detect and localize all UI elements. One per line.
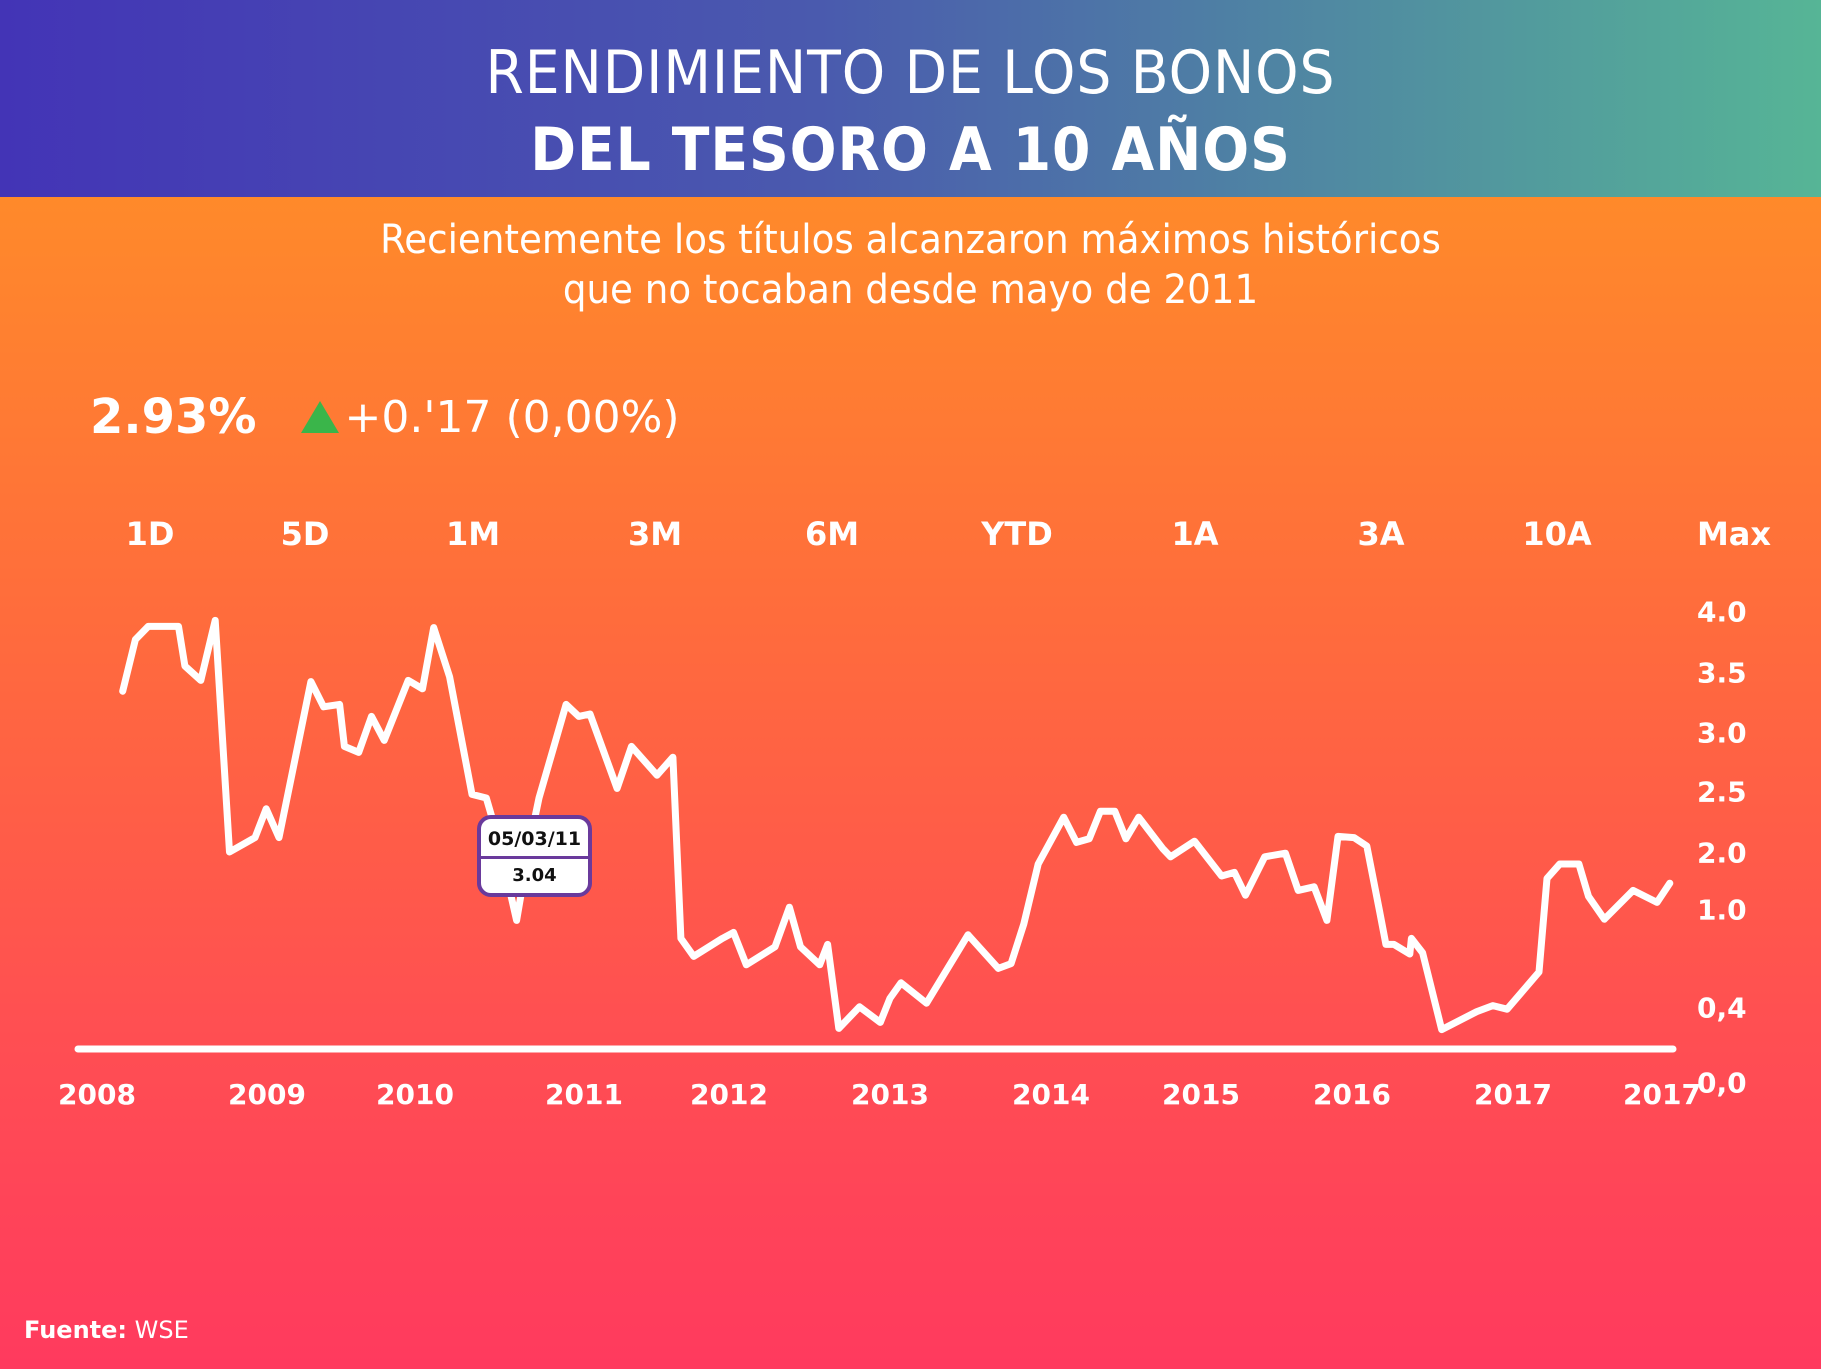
y-tick-label: 4.0 [1697,595,1747,629]
x-tick-label: 2013 [851,1078,929,1111]
x-tick-label: 2017 [1474,1078,1552,1111]
range-tab-6m[interactable]: 6M [804,515,860,553]
current-yield: 2.93% [90,389,257,445]
subtitle-line-2: que no tocaban desde mayo de 2011 [562,267,1259,313]
tooltip-value: 3.04 [512,865,557,886]
y-tick-label: 0,0 [1697,1066,1747,1100]
x-tick-label: 2010 [376,1078,454,1111]
range-tab-1a[interactable]: 1A [1171,515,1219,553]
range-tab-10a[interactable]: 10A [1522,515,1592,553]
subtitle: Recientemente los títulos alcanzaron máx… [64,215,1758,315]
title-line-1: RENDIMIENTO DE LOS BONOS [485,38,1336,108]
x-tick-label: 2017 [1623,1078,1701,1111]
y-tick-label: 1.0 [1697,893,1747,927]
x-tick-label: 2009 [228,1078,306,1111]
y-tick-label: 0,4 [1697,991,1747,1025]
header-banner: RENDIMIENTO DE LOS BONOS DEL TESORO A 10… [0,0,1821,197]
yield-line [119,616,1674,1034]
up-arrow-icon [300,401,339,433]
tooltip-date: 05/03/11 [481,819,588,859]
x-tick-label: 2016 [1313,1078,1391,1111]
range-tab-5d[interactable]: 5D [280,515,330,553]
x-tick-label: 2014 [1012,1078,1090,1111]
data-point-tooltip: 05/03/11 3.04 [477,815,592,897]
x-tick-label: 2015 [1162,1078,1240,1111]
source-note: Fuente: WSE [24,1316,189,1344]
range-tab-max[interactable]: Max [1696,515,1772,553]
x-tick-label: 2012 [690,1078,768,1111]
range-tab-3m[interactable]: 3M [627,515,683,553]
y-tick-label: 2.0 [1697,836,1747,870]
subtitle-line-1: Recientemente los títulos alcanzaron máx… [380,217,1441,263]
yield-change: +0.'17 (0,00%) [344,391,680,443]
y-tick-label: 2.5 [1697,775,1747,809]
y-tick-label: 3.5 [1697,656,1747,690]
x-tick-label: 2011 [545,1078,623,1111]
source-value: WSE [134,1316,189,1344]
range-tab-ytd[interactable]: YTD [981,515,1053,553]
range-tab-1m[interactable]: 1M [445,515,501,553]
title-line-2: DEL TESORO A 10 AÑOS [530,115,1291,185]
source-label: Fuente: [24,1316,127,1344]
y-tick-label: 3.0 [1697,716,1747,750]
x-tick-label: 2008 [58,1078,136,1111]
range-tab-1d[interactable]: 1D [125,515,175,553]
stat-row: 2.93% +0.'17 (0,00%) [90,382,680,452]
range-tab-3a[interactable]: 3A [1357,515,1405,553]
